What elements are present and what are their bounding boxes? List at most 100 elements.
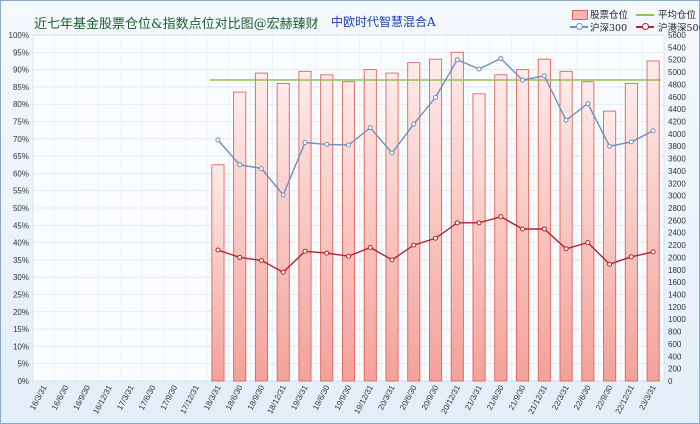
y-left-tick-label: 80% bbox=[13, 100, 29, 109]
y-left-tick-label: 95% bbox=[13, 48, 29, 57]
point-hs300 bbox=[520, 77, 526, 83]
y-right-tick-label: 3200 bbox=[668, 179, 686, 188]
x-tick-label: 20/3/31 bbox=[376, 383, 397, 411]
y-right-tick-label: 1000 bbox=[668, 315, 686, 324]
point-hs300 bbox=[541, 73, 547, 79]
legend-label-avg: 平均仓位 bbox=[658, 10, 697, 21]
point-hs300 bbox=[454, 57, 460, 63]
bar-stock-position bbox=[450, 51, 464, 382]
y-right-tick-label: 1200 bbox=[668, 303, 686, 312]
legend-label-bars: 股票仓位 bbox=[590, 10, 629, 21]
point-hs500 bbox=[389, 257, 395, 263]
x-tick-label: 20/6/30 bbox=[398, 383, 419, 411]
bar-stock-position bbox=[646, 60, 660, 382]
y-left-tick-label: 15% bbox=[13, 325, 29, 334]
bar-stock-position bbox=[233, 91, 247, 382]
legend-swatch-avg bbox=[636, 14, 654, 16]
bar-stock-position bbox=[298, 70, 312, 382]
y-left-tick-label: 100% bbox=[9, 31, 29, 40]
x-tick-label: 22/3/31 bbox=[550, 383, 571, 411]
bar-stock-position bbox=[276, 82, 290, 382]
y-right-tick-label: 5200 bbox=[668, 56, 686, 65]
y-left-tick-label: 60% bbox=[13, 169, 29, 178]
y-right-tick-label: 5600 bbox=[668, 31, 686, 40]
point-hs500 bbox=[520, 226, 526, 232]
bar-stock-position bbox=[363, 69, 377, 382]
point-hs300 bbox=[585, 101, 591, 107]
y-right-tick-label: 2400 bbox=[668, 229, 686, 238]
y-right-tick-label: 1600 bbox=[668, 278, 686, 287]
legend-marker-hs500 bbox=[642, 23, 649, 30]
x-tick-label: 21/3/31 bbox=[463, 383, 484, 411]
chart-legend: 股票仓位 平均仓位 沪深300 沪港深500 bbox=[566, 7, 700, 37]
bar-stock-position bbox=[428, 58, 443, 382]
y-right-tick-label: 5000 bbox=[668, 68, 686, 77]
x-tick-label: 20/9/30 bbox=[420, 383, 441, 411]
y-left-tick-label: 40% bbox=[13, 239, 29, 248]
x-tick-label: 22/6/30 bbox=[572, 383, 593, 411]
y-right-tick-label: 400 bbox=[668, 352, 682, 361]
y-left-tick-label: 45% bbox=[13, 221, 29, 230]
x-tick-label: 17/6/30 bbox=[137, 383, 158, 411]
y-right-tick-label: 2800 bbox=[668, 204, 686, 213]
point-hs300 bbox=[389, 150, 395, 156]
bar-stock-position bbox=[407, 62, 421, 382]
bar-stock-position bbox=[624, 82, 638, 382]
x-tick-label: 18/6/30 bbox=[224, 383, 245, 411]
point-hs300 bbox=[258, 165, 264, 171]
chart-subtitle: 中欧时代智慧混合A bbox=[331, 15, 436, 29]
point-hs500 bbox=[628, 254, 634, 260]
point-hs300 bbox=[433, 94, 439, 100]
y-left-tick-label: 35% bbox=[13, 256, 29, 265]
x-tick-label: 17/12/31 bbox=[178, 383, 201, 415]
point-hs300 bbox=[563, 117, 569, 123]
y-left-tick-label: 55% bbox=[13, 187, 29, 196]
point-hs500 bbox=[215, 247, 221, 253]
point-hs500 bbox=[541, 226, 547, 232]
y-right-tick-label: 0 bbox=[668, 377, 673, 386]
legend-label-hs300: 沪深300 bbox=[590, 23, 628, 34]
bar-stock-position bbox=[516, 69, 530, 382]
point-hs500 bbox=[650, 249, 656, 255]
point-hs500 bbox=[302, 248, 308, 254]
bar-stock-position bbox=[320, 74, 334, 382]
x-tick-label: 20/12/31 bbox=[439, 383, 462, 415]
y-right-tick-label: 4000 bbox=[668, 130, 686, 139]
y-left-tick-label: 25% bbox=[13, 291, 29, 300]
x-tick-label: 21/6/30 bbox=[485, 383, 506, 411]
x-tick-label: 19/12/31 bbox=[352, 383, 375, 415]
point-hs500 bbox=[563, 246, 569, 252]
x-tick-label: 16/12/31 bbox=[91, 383, 114, 415]
legend-swatch-bars bbox=[572, 10, 588, 20]
y-left-tick-label: 90% bbox=[13, 66, 29, 75]
y-right-tick-label: 1400 bbox=[668, 291, 686, 300]
y-right-tick-label: 3800 bbox=[668, 142, 686, 151]
x-tick-label: 19/6/30 bbox=[311, 383, 332, 411]
point-hs500 bbox=[237, 254, 243, 260]
bar-stock-position bbox=[494, 74, 508, 382]
point-hs300 bbox=[367, 125, 373, 131]
x-tick-label: 16/9/30 bbox=[72, 383, 93, 411]
bar-stock-position bbox=[472, 93, 486, 382]
point-hs500 bbox=[607, 261, 613, 267]
y-left-tick-label: 50% bbox=[13, 204, 29, 213]
x-tick-label: 23/3/31 bbox=[637, 383, 658, 411]
bar-stock-position bbox=[385, 72, 399, 382]
y-right-tick-label: 2600 bbox=[668, 216, 686, 225]
y-left-tick-label: 75% bbox=[13, 118, 29, 127]
y-right-tick-label: 3400 bbox=[668, 167, 686, 176]
y-right-tick-label: 4800 bbox=[668, 80, 686, 89]
point-hs500 bbox=[346, 253, 351, 259]
point-hs500 bbox=[367, 245, 373, 251]
point-hs500 bbox=[498, 214, 504, 220]
bar-stock-position bbox=[581, 81, 595, 382]
bar-stock-position bbox=[211, 164, 225, 382]
legend-label-hs500: 沪港深500 bbox=[658, 23, 700, 34]
point-hs500 bbox=[324, 250, 330, 256]
y-right-tick-label: 200 bbox=[668, 365, 682, 374]
bar-stock-position bbox=[603, 110, 617, 382]
y-left-tick-label: 70% bbox=[13, 135, 29, 144]
y-left-tick-label: 85% bbox=[13, 83, 29, 92]
x-tick-label: 21/12/31 bbox=[527, 383, 550, 415]
